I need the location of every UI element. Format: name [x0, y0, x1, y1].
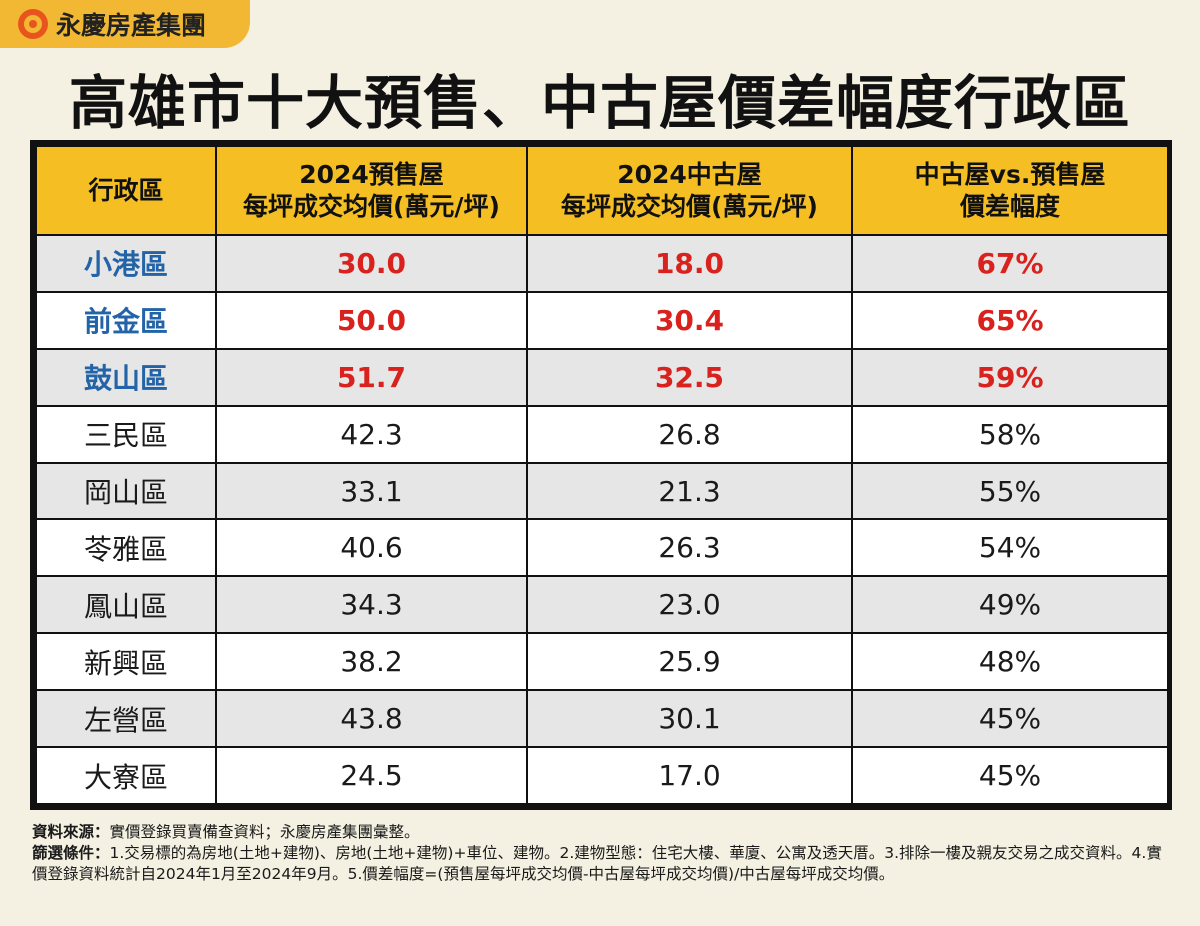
filter-text: 1.交易標的為房地(土地+建物)、房地(土地+建物)+車位、建物。2.建物型態：… — [32, 844, 1162, 883]
presale-cell: 51.7 — [215, 347, 528, 407]
presale-cell: 38.2 — [215, 632, 528, 692]
footnotes: 資料來源：實價登錄買賣備查資料；永慶房產集團彙整。 篩選條件：1.交易標的為房地… — [32, 822, 1172, 885]
table-row: 大寮區 24.5 17.0 45% — [35, 746, 1169, 805]
gap-cell: 67% — [851, 234, 1169, 293]
used-cell: 30.4 — [526, 290, 853, 350]
used-cell: 32.5 — [526, 347, 853, 407]
table-row: 苓雅區 40.6 26.3 54% — [35, 518, 1169, 578]
table-row: 前金區 50.0 30.4 65% — [35, 290, 1169, 350]
column-header-text: 2024預售屋 — [299, 160, 444, 190]
source-text: 實價登錄買賣備查資料；永慶房產集團彙整。 — [109, 823, 420, 841]
gap-cell: 54% — [851, 518, 1169, 578]
source-note: 資料來源：實價登錄買賣備查資料；永慶房產集團彙整。 — [32, 822, 1172, 843]
source-label: 資料來源： — [32, 823, 110, 841]
presale-cell: 42.3 — [215, 404, 528, 464]
district-cell: 新興區 — [35, 632, 217, 692]
brand-name: 永慶房產集團 — [56, 11, 207, 40]
column-header-text: 價差幅度 — [959, 191, 1060, 221]
table-row: 鼓山區 51.7 32.5 59% — [35, 347, 1169, 407]
used-cell: 17.0 — [526, 746, 853, 805]
district-cell: 鳳山區 — [35, 575, 217, 635]
column-header-text: 2024中古屋 — [617, 160, 762, 190]
table-header-row: 行政區 2024預售屋 每坪成交均價(萬元/坪) 2024中古屋 每坪成交均價(萬元/坪… — [35, 145, 1169, 236]
data-table-frame: 行政區 2024預售屋 每坪成交均價(萬元/坪) 2024中古屋 每坪成交均價(萬元/坪… — [30, 140, 1172, 810]
column-header-text: 每坪成交均價(萬元/坪) — [243, 191, 500, 221]
presale-cell: 43.8 — [215, 689, 528, 749]
gap-cell: 55% — [851, 461, 1169, 521]
column-header-3: 2024中古屋 每坪成交均價(萬元/坪) — [526, 145, 853, 236]
presale-cell: 24.5 — [215, 746, 528, 805]
used-cell: 23.0 — [526, 575, 853, 635]
district-cell: 岡山區 — [35, 461, 217, 521]
data-table: 行政區 2024預售屋 每坪成交均價(萬元/坪) 2024中古屋 每坪成交均價(萬元/坪… — [35, 145, 1169, 805]
table-body: 小港區 30.0 18.0 67% 前金區 50.0 30.4 65% 鼓山區 51.7 32.5 5… — [35, 234, 1169, 805]
gap-cell: 58% — [851, 404, 1169, 464]
filter-note: 篩選條件：1.交易標的為房地(土地+建物)、房地(土地+建物)+車位、建物。2.… — [32, 843, 1172, 885]
table-row: 左營區 43.8 30.1 45% — [35, 689, 1169, 749]
used-cell: 26.8 — [526, 404, 853, 464]
district-cell: 三民區 — [35, 404, 217, 464]
presale-cell: 33.1 — [215, 461, 528, 521]
used-cell: 18.0 — [526, 234, 853, 293]
used-cell: 25.9 — [526, 632, 853, 692]
column-header-2: 2024預售屋 每坪成交均價(萬元/坪) — [215, 145, 528, 236]
used-cell: 30.1 — [526, 689, 853, 749]
column-header-text: 行政區 — [88, 175, 164, 205]
table-row: 岡山區 33.1 21.3 55% — [35, 461, 1169, 521]
district-cell: 苓雅區 — [35, 518, 217, 578]
district-cell: 左營區 — [35, 689, 217, 749]
district-cell: 小港區 — [35, 234, 217, 293]
gap-cell: 45% — [851, 689, 1169, 749]
presale-cell: 50.0 — [215, 290, 528, 350]
district-cell: 大寮區 — [35, 746, 217, 805]
column-header-text: 中古屋vs.預售屋 — [914, 160, 1106, 190]
column-header-text: 每坪成交均價(萬元/坪) — [561, 191, 818, 221]
gap-cell: 48% — [851, 632, 1169, 692]
presale-cell: 40.6 — [215, 518, 528, 578]
presale-cell: 30.0 — [215, 234, 528, 293]
brand-tab: 永慶房產集團 — [0, 0, 250, 48]
yungching-logo-icon — [18, 9, 48, 39]
table-row: 新興區 38.2 25.9 48% — [35, 632, 1169, 692]
gap-cell: 45% — [851, 746, 1169, 805]
page-title: 高雄市十大預售、中古屋價差幅度行政區 — [68, 69, 1131, 137]
used-cell: 26.3 — [526, 518, 853, 578]
presale-cell: 34.3 — [215, 575, 528, 635]
column-header-4: 中古屋vs.預售屋 價差幅度 — [851, 145, 1169, 236]
gap-cell: 65% — [851, 290, 1169, 350]
used-cell: 21.3 — [526, 461, 853, 521]
district-cell: 前金區 — [35, 290, 217, 350]
gap-cell: 59% — [851, 347, 1169, 407]
filter-label: 篩選條件： — [32, 844, 110, 862]
table-row: 三民區 42.3 26.8 58% — [35, 404, 1169, 464]
table-row: 小港區 30.0 18.0 67% — [35, 234, 1169, 293]
gap-cell: 49% — [851, 575, 1169, 635]
table-row: 鳳山區 34.3 23.0 49% — [35, 575, 1169, 635]
district-cell: 鼓山區 — [35, 347, 217, 407]
column-header-1: 行政區 — [35, 145, 217, 236]
